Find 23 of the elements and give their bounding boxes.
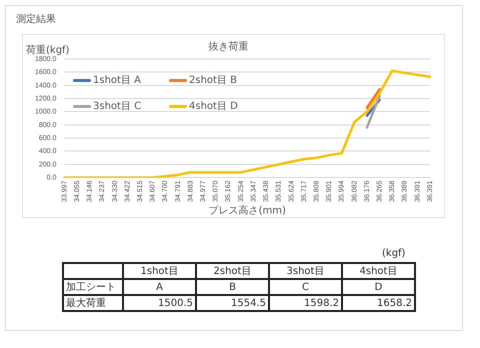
text: 1598.2 [269,295,342,311]
text: 最大荷重 [63,295,123,311]
text: 1500.5 [123,295,196,311]
text: 2shot目 [196,263,269,279]
text: 1554.5 [196,295,269,311]
text: 3shot目 [269,263,342,279]
legend-label: 1shot目 A [93,74,141,87]
text: A [123,279,196,295]
text: C [269,279,342,295]
text: B [196,279,269,295]
text: D [342,279,415,295]
legend-label: 2shot目 B [189,74,237,87]
x-axis-title: プレス高さ(mm) [208,204,286,217]
y-axis-title: 荷重(kgf) [26,44,70,56]
text: 4shot目 [342,263,415,279]
legend-label: 3shot目 C [93,100,142,113]
text: (kgf) [382,248,406,259]
text: 1shot目 [123,263,196,279]
chart-title: 抜き荷重 [208,40,248,53]
legend-label: 4shot目 D [189,100,238,113]
text: 加工シート [63,279,123,295]
text: 測定結果 [16,12,56,26]
text: 1658.2 [342,295,415,311]
